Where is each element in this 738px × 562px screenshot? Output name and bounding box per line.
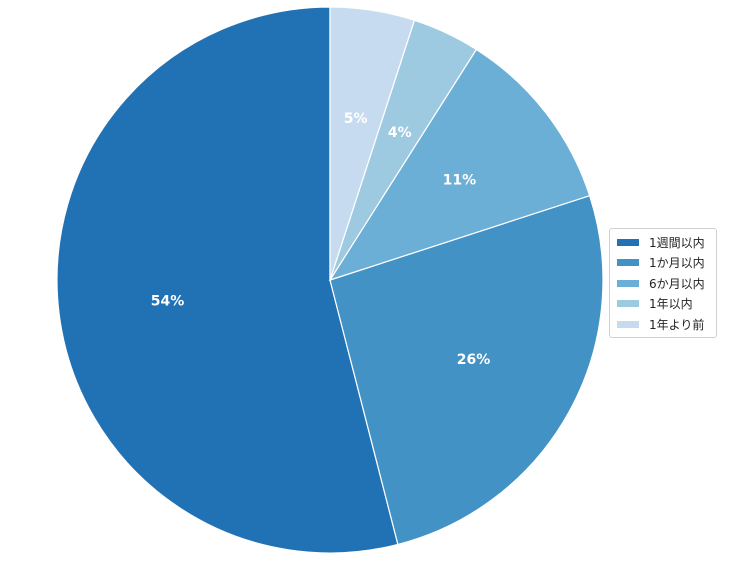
pie-slice-5 — [329, 6, 416, 281]
legend-swatch — [617, 279, 639, 287]
legend-swatch — [617, 259, 639, 267]
legend: 1週間以内 1か月以内 6か月以内 1年以内 1年より前 — [609, 228, 717, 338]
legend-swatch — [617, 300, 639, 308]
legend-label: 1年以内 — [649, 297, 693, 312]
legend-item: 1週間以内 — [610, 232, 716, 253]
legend-label: 1か月以内 — [649, 256, 705, 271]
slice-label: 11% — [443, 173, 477, 189]
legend-item: 1か月以内 — [610, 253, 716, 274]
legend-swatch — [617, 320, 639, 328]
legend-label: 6か月以内 — [649, 276, 705, 291]
slice-label: 26% — [457, 352, 491, 368]
legend-item: 1年より前 — [610, 314, 716, 335]
legend-swatch — [617, 238, 639, 246]
slice-label: 5% — [344, 111, 368, 127]
pie-slice-3 — [328, 48, 591, 282]
legend-item: 6か月以内 — [610, 273, 716, 294]
legend-item: 1年以内 — [610, 294, 716, 315]
pie-slice-1 — [56, 6, 399, 554]
legend-label: 1週間以内 — [649, 235, 705, 250]
legend-label: 1年より前 — [649, 317, 705, 332]
pie-slice-2 — [329, 194, 604, 546]
slice-label: 4% — [388, 125, 412, 141]
slice-label: 54% — [151, 294, 185, 310]
